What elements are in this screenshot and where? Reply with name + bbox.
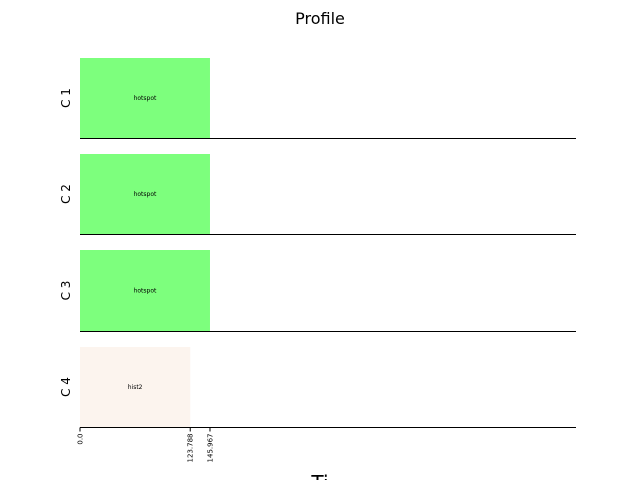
row-label: C 1 — [59, 88, 73, 108]
chart-row: hotspot C 3 — [59, 250, 576, 332]
bar — [80, 347, 191, 427]
x-axis-label: Ti — [310, 471, 328, 480]
chart-title: Profile — [295, 9, 345, 28]
chart-row: hotspot C 2 — [59, 154, 576, 235]
row-label: C 2 — [59, 184, 73, 204]
bar — [80, 154, 210, 234]
chart-row: hist2 C 4 — [59, 347, 576, 428]
bar — [80, 58, 210, 138]
bar-label: hotspot — [134, 288, 157, 295]
x-ticks: 0.0 123.788 145.967 — [77, 427, 214, 463]
x-tick-label: 0.0 — [77, 434, 85, 445]
bar-label: hist2 — [128, 384, 143, 391]
bar-label: hotspot — [134, 191, 157, 198]
x-tick-label: 123.788 — [187, 434, 195, 463]
chart-row: hotspot C 1 — [59, 58, 576, 139]
rows-layer: hotspot C 1 hotspot C 2 hotspot C 3 hist2 C 4 — [59, 58, 576, 428]
bar-label: hotspot — [134, 95, 157, 102]
row-label: C 4 — [59, 377, 73, 397]
bar — [80, 250, 210, 331]
row-label: C 3 — [59, 281, 73, 301]
x-tick-label: 145.967 — [206, 434, 214, 463]
